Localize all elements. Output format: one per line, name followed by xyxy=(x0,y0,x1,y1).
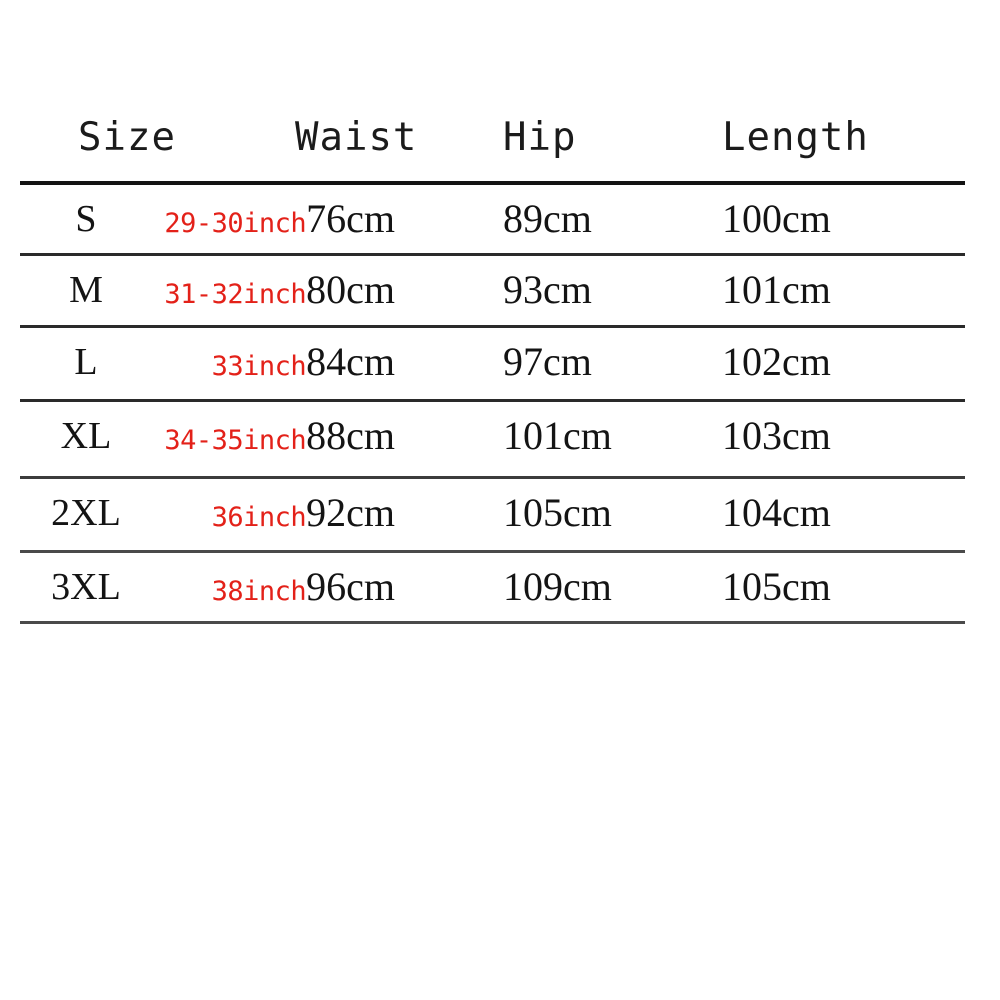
cell-size: XL xyxy=(60,415,112,457)
table-row: 2XL 36inch92cm 105cm 104cm xyxy=(20,479,965,550)
waist-cm-value: 88cm xyxy=(306,413,395,458)
waist-cm-value: 96cm xyxy=(306,564,395,609)
cell-hip: 101cm xyxy=(503,413,612,458)
cell-hip: 105cm xyxy=(503,490,612,535)
column-header-hip: Hip xyxy=(503,115,577,160)
cell-size: S xyxy=(75,198,97,240)
cell-hip: 97cm xyxy=(503,339,592,384)
table-row: XL 34-35inch88cm 101cm 103cm xyxy=(20,402,965,476)
cell-waist: 33inch84cm xyxy=(120,328,395,409)
waist-cm-value: 76cm xyxy=(306,196,395,241)
row-divider xyxy=(20,550,965,553)
row-divider xyxy=(20,253,965,256)
waist-inch-value: 31-32inch xyxy=(164,279,307,310)
table-row: M 31-32inch80cm 93cm 101cm xyxy=(20,256,965,325)
waist-inch-value: 33inch xyxy=(211,351,307,382)
size-chart-table: Size Waist Hip Length S 29-30inch76cm 89… xyxy=(20,110,965,624)
waist-inch-value: 38inch xyxy=(211,576,307,607)
cell-length: 100cm xyxy=(722,196,831,241)
cell-length: 103cm xyxy=(722,413,831,458)
cell-waist: 36inch92cm xyxy=(120,479,395,560)
row-divider xyxy=(20,325,965,328)
row-divider xyxy=(20,476,965,479)
header-divider xyxy=(20,181,965,185)
table-bottom-border xyxy=(20,621,965,624)
cell-length: 104cm xyxy=(722,490,831,535)
cell-size: 3XL xyxy=(51,566,121,608)
cell-size: 2XL xyxy=(51,492,121,534)
cell-size: M xyxy=(69,269,103,311)
waist-cm-value: 84cm xyxy=(306,339,395,384)
column-header-length: Length xyxy=(722,115,869,160)
waist-inch-value: 36inch xyxy=(211,502,307,533)
table-row: 3XL 38inch96cm 109cm 105cm xyxy=(20,553,965,621)
cell-size: L xyxy=(74,341,98,383)
cell-hip: 93cm xyxy=(503,267,592,312)
cell-waist: 34-35inch88cm xyxy=(120,402,395,483)
row-divider xyxy=(20,399,965,402)
waist-cm-value: 80cm xyxy=(306,267,395,312)
column-header-waist: Waist xyxy=(295,115,418,160)
table-row: L 33inch84cm 97cm 102cm xyxy=(20,328,965,399)
cell-hip: 89cm xyxy=(503,196,592,241)
table-header-row: Size Waist Hip Length xyxy=(20,110,965,181)
waist-cm-value: 92cm xyxy=(306,490,395,535)
column-header-size: Size xyxy=(78,115,176,160)
cell-length: 101cm xyxy=(722,267,831,312)
cell-length: 102cm xyxy=(722,339,831,384)
table-row: S 29-30inch76cm 89cm 100cm xyxy=(20,185,965,253)
cell-hip: 109cm xyxy=(503,564,612,609)
waist-inch-value: 29-30inch xyxy=(164,208,307,239)
cell-waist: 29-30inch76cm xyxy=(120,185,395,266)
waist-inch-value: 34-35inch xyxy=(164,425,307,456)
cell-waist: 31-32inch80cm xyxy=(120,256,395,337)
cell-waist: 38inch96cm xyxy=(120,553,395,634)
cell-length: 105cm xyxy=(722,564,831,609)
